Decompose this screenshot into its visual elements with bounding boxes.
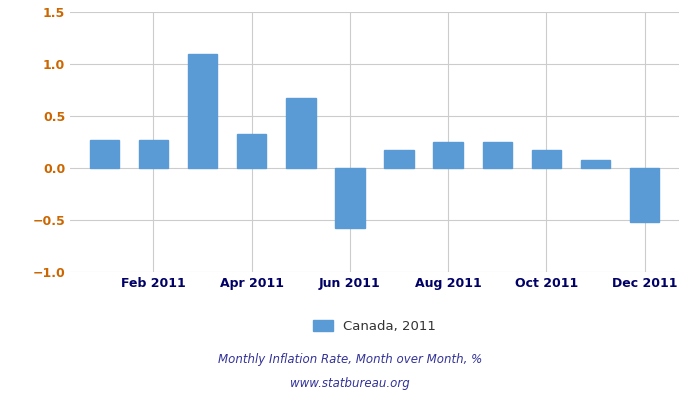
Bar	[237, 134, 267, 168]
Bar	[581, 160, 610, 168]
Bar	[335, 168, 365, 228]
Bar	[188, 54, 217, 168]
Bar	[286, 98, 316, 168]
Bar	[433, 142, 463, 168]
Text: www.statbureau.org: www.statbureau.org	[290, 378, 410, 390]
Bar	[532, 150, 561, 168]
Bar	[90, 140, 119, 168]
Text: Monthly Inflation Rate, Month over Month, %: Monthly Inflation Rate, Month over Month…	[218, 354, 482, 366]
Bar	[630, 168, 659, 222]
Legend: Canada, 2011: Canada, 2011	[307, 314, 442, 338]
Bar	[482, 142, 512, 168]
Bar	[384, 150, 414, 168]
Bar	[139, 140, 168, 168]
